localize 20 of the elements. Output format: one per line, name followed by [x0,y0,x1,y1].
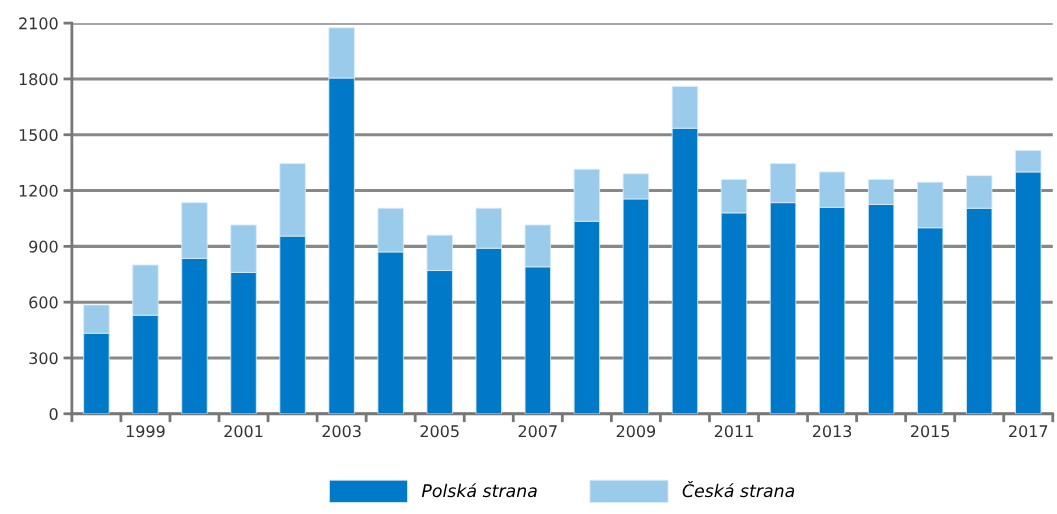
x-tick-label: 2015 [911,425,950,438]
y-tick-label: 2100 [19,17,58,30]
y-tick-label: 900 [29,240,58,253]
y-tick-label: 300 [29,352,58,365]
legend-label: Česká strana [682,480,795,498]
x-tick-label: 2009 [616,425,656,438]
x-tick-label: 2011 [714,425,753,438]
y-tick-label: 0 [49,407,58,421]
x-tick-label: 2007 [518,425,557,438]
legend-label: Polská strana [421,483,537,498]
y-tick-label: 1200 [19,184,58,197]
y-tick-label: 600 [29,296,58,309]
x-tick-label: 1999 [126,425,165,438]
x-tick-label: 2013 [812,425,852,438]
y-tick-label: 1500 [19,128,58,142]
x-tick-label: 2017 [1009,425,1048,438]
x-tick-label: 2001 [224,425,263,438]
y-tick-label: 1800 [19,73,58,86]
x-tick-label: 2003 [322,425,361,438]
x-tick-label: 2005 [420,425,459,438]
